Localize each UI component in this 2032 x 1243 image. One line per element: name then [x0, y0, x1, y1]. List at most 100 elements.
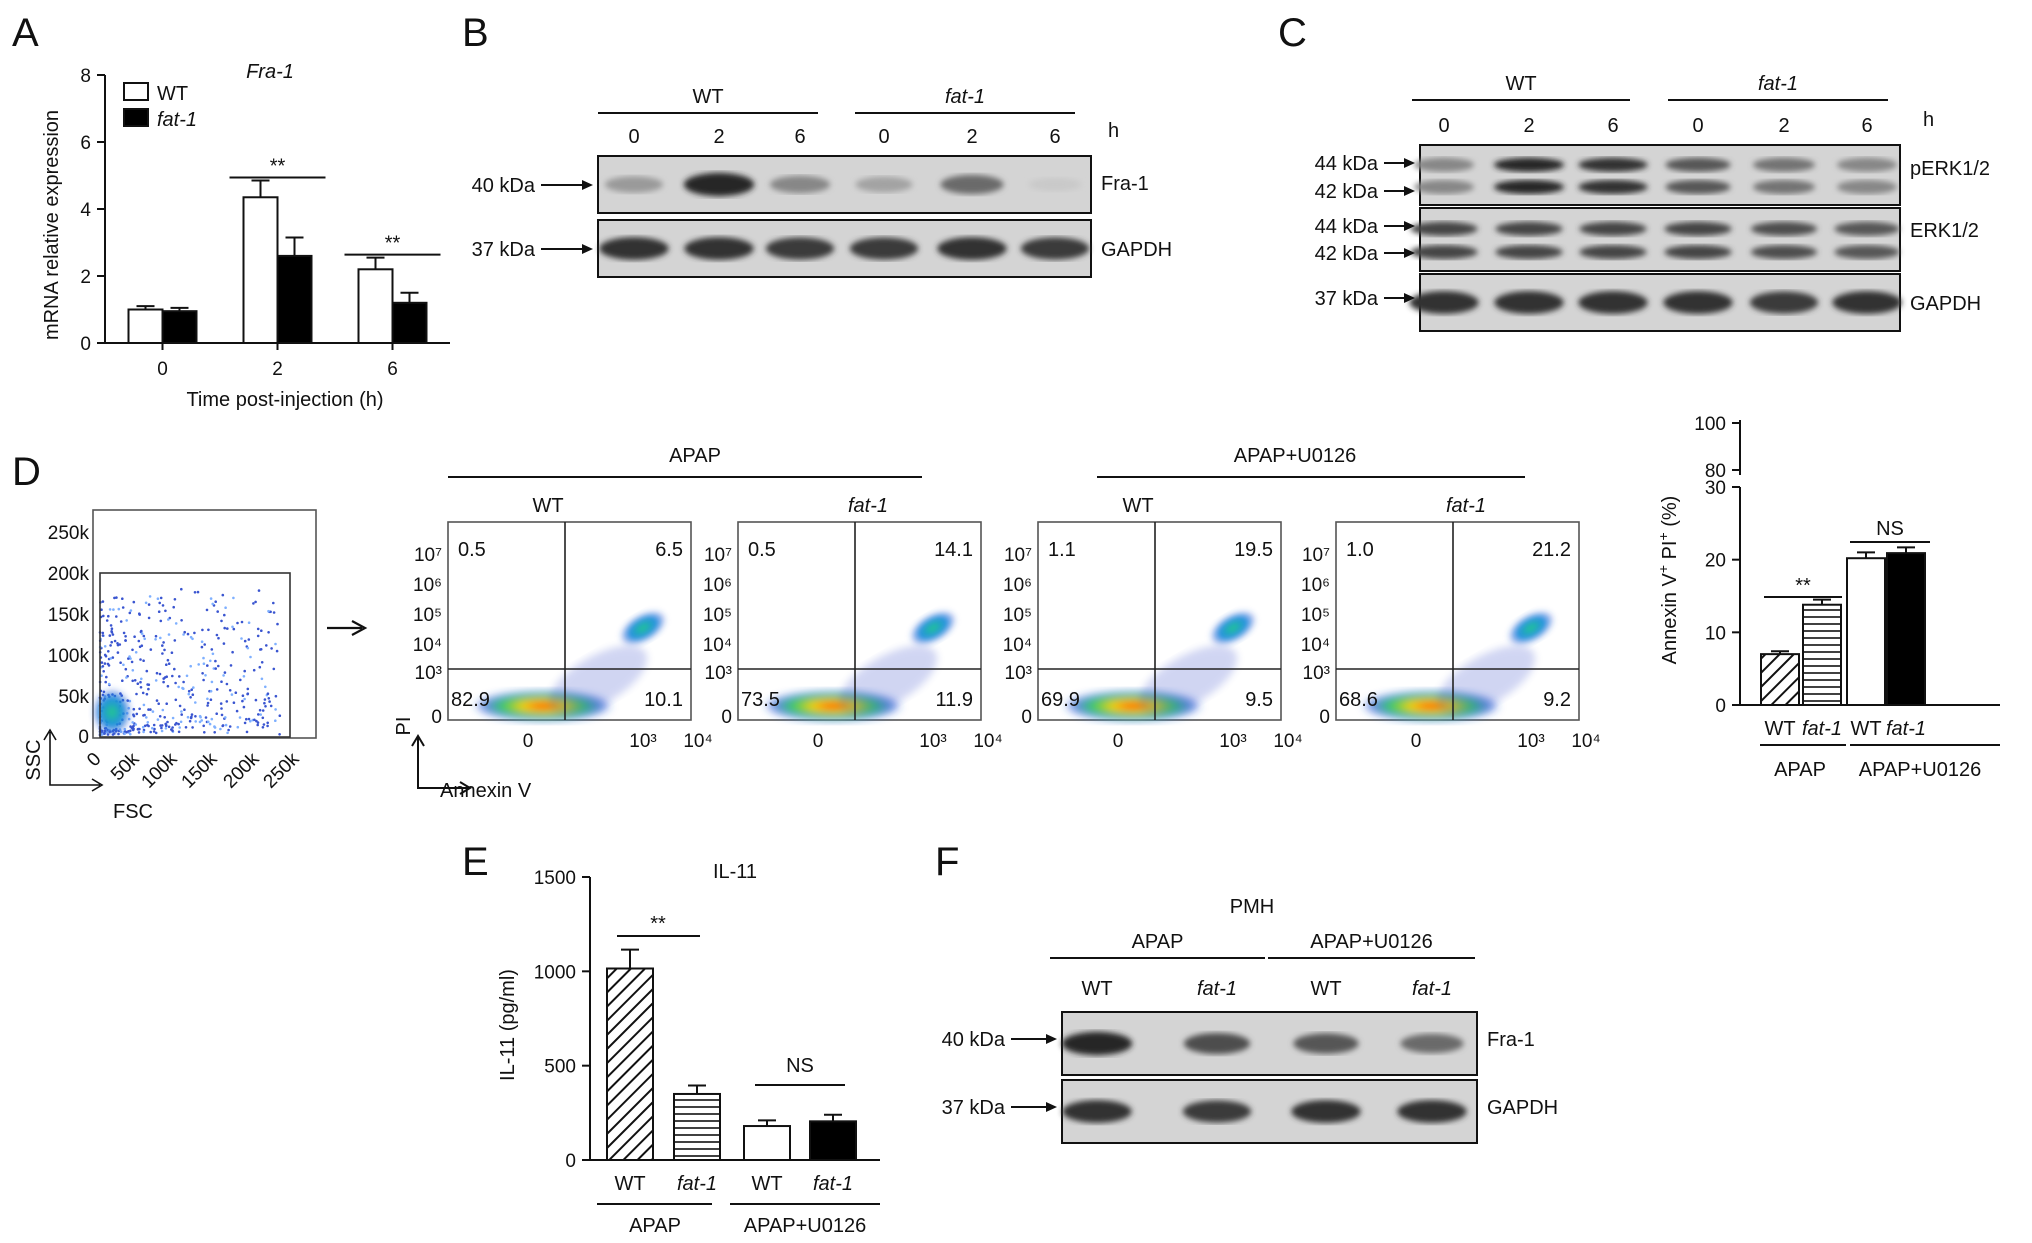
- gating-dot: [122, 631, 126, 635]
- gating-dot: [206, 664, 209, 667]
- blot-band: [1493, 180, 1565, 194]
- blot-band: [1665, 157, 1731, 172]
- gating-dot: [143, 724, 147, 728]
- gating-dot: [173, 598, 177, 601]
- quadrant-x-tick-label: 10⁴: [1571, 731, 1600, 752]
- gating-dot: [154, 679, 158, 682]
- gating-dot: [228, 689, 232, 692]
- gating-dot: [236, 621, 239, 625]
- gating-dot: [128, 611, 132, 615]
- gating-dot: [100, 674, 103, 677]
- gating-dot: [149, 708, 152, 711]
- blot-band: [1413, 157, 1475, 172]
- gating-dot: [265, 644, 268, 647]
- blot-membrane: [1419, 207, 1901, 272]
- gating-dot: [124, 730, 127, 733]
- blot-band: [1664, 221, 1732, 236]
- gating-dot: [267, 609, 270, 613]
- panel-a-legend: WT fat-1: [123, 82, 197, 131]
- quadrant-y-tick-label: 10³: [705, 663, 732, 684]
- gating-dot: [191, 693, 195, 696]
- quadrant-value-upper-right: 21.2: [1532, 539, 1571, 561]
- blot-band: [1834, 221, 1900, 236]
- gating-dot: [174, 723, 177, 726]
- gating-dot: [214, 659, 217, 663]
- gating-dot: [192, 686, 195, 689]
- gating-dot: [278, 714, 282, 717]
- blot-marker-arrow-head: [1404, 293, 1415, 303]
- blot-band: [1409, 291, 1479, 314]
- quadrant-y-tick-label: 0: [1021, 707, 1032, 728]
- quadrant-x-tick-label: 0: [1411, 731, 1422, 752]
- gating-dot: [249, 655, 252, 659]
- blot-band: [1834, 245, 1900, 260]
- gating-dot: [166, 684, 170, 688]
- blot-band: [940, 174, 1004, 195]
- blot-band: [937, 237, 1007, 260]
- blot-lane-label: 0: [1438, 115, 1449, 137]
- gating-dot: [140, 632, 144, 635]
- quadrant-value-lower-left: 82.9: [451, 689, 490, 711]
- gating-dot: [134, 651, 138, 654]
- gating-dot: [124, 667, 128, 671]
- gating-dot: [201, 672, 204, 675]
- gating-dot: [113, 639, 117, 643]
- gating-dot: [261, 726, 265, 729]
- gating-dot: [135, 692, 138, 696]
- panel-e-bar: [743, 1125, 791, 1162]
- panel-a-bar: [161, 310, 198, 344]
- gating-dot: [224, 723, 228, 727]
- blot-lane-label: 6: [794, 126, 805, 148]
- gating-dot: [206, 704, 209, 707]
- gating-dot: [171, 674, 174, 678]
- panel-a-significance-label: **: [270, 156, 286, 178]
- gating-dot: [113, 596, 116, 600]
- gating-dot: [107, 682, 111, 686]
- gating-dot: [204, 674, 207, 677]
- gating-dot: [225, 682, 229, 686]
- panel-a-x-tick-label: 2: [272, 359, 283, 380]
- gating-dot: [198, 720, 202, 724]
- gating-dot: [278, 733, 281, 736]
- panel-a-bar: [357, 268, 394, 344]
- gating-dot: [274, 719, 277, 722]
- gating-dot: [159, 619, 163, 623]
- gating-dot: [100, 661, 104, 664]
- gating-dot: [202, 724, 205, 728]
- legend-wt-swatch: [123, 82, 149, 101]
- blot-band: [1752, 180, 1816, 194]
- blot-marker-arrow-head: [582, 180, 593, 190]
- gating-dot: [200, 640, 204, 643]
- gating-dot: [154, 638, 157, 641]
- gating-dot: [190, 688, 193, 691]
- gating-dot: [183, 708, 186, 711]
- gating-dot: [214, 667, 217, 670]
- gating-dot: [108, 608, 112, 611]
- gating-y-tick-label: 100k: [48, 646, 90, 667]
- gating-dot: [201, 628, 204, 632]
- gating-dot: [206, 701, 210, 705]
- gating-dot: [245, 730, 249, 734]
- gating-dot: [266, 692, 270, 695]
- quadrant-y-tick-label: 10⁴: [1003, 635, 1032, 656]
- gating-dot: [256, 723, 260, 727]
- gating-dot: [224, 716, 227, 719]
- gating-dot: [207, 628, 210, 632]
- quadrant-value-lower-left: 73.5: [741, 689, 780, 711]
- gating-dot: [207, 720, 210, 724]
- gating-dot: [143, 637, 146, 641]
- panel-e-x-tick-label: WT: [751, 1173, 782, 1195]
- gating-dot: [242, 705, 246, 709]
- population-late-apoptotic: [909, 610, 957, 646]
- blot-lane-label: 2: [713, 126, 724, 148]
- blot-marker-label: 40 kDa: [942, 1029, 1006, 1051]
- panel-d-bar: [1760, 653, 1800, 707]
- gating-dot: [264, 685, 267, 689]
- gating-dot: [139, 686, 143, 689]
- gating-dot: [249, 719, 252, 723]
- gating-dot: [173, 639, 177, 642]
- quadrant-x-tick-label: 10³: [629, 731, 656, 752]
- gating-dot: [143, 713, 146, 717]
- gating-dot: [103, 662, 107, 665]
- gating-dot: [101, 600, 105, 603]
